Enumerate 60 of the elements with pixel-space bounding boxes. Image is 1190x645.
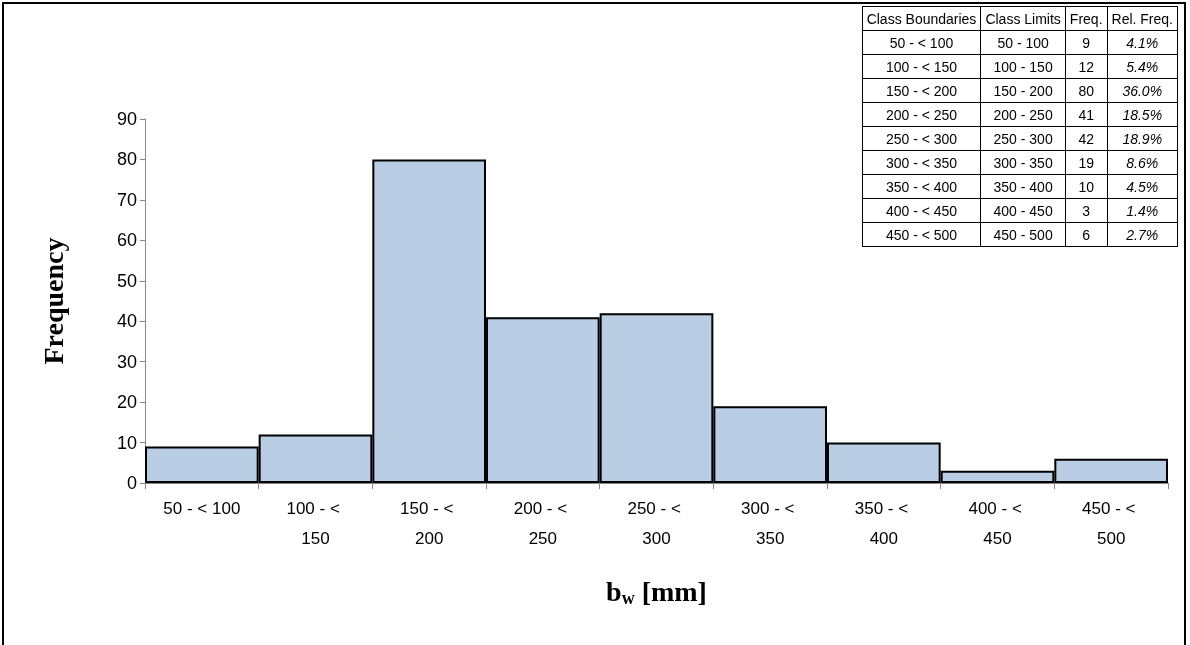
annotation: 350 - 400 [980, 174, 1066, 199]
text: 4.1% [1107, 30, 1178, 55]
x-tick-label: 100 - < 150 [286, 498, 345, 548]
text: 9 [1065, 30, 1108, 55]
y-tick-label: 40 [116, 311, 137, 332]
text: Freq. [1065, 6, 1108, 31]
y-tick-label: 30 [116, 351, 137, 372]
annotation: 6 [1065, 222, 1108, 247]
text: Class Boundaries [862, 6, 981, 31]
text: 12 [1065, 54, 1108, 79]
x-tick-label: 400 - < 450 [968, 498, 1027, 548]
category-label: 300 - < 350 [885, 154, 958, 171]
text: 36.0% [1107, 78, 1178, 103]
y-tick-label: 70 [116, 189, 137, 210]
category-label: 100 - < 150 [885, 58, 958, 75]
annotation: 18.5% [1107, 102, 1178, 127]
category-label: 200 - < 250 [885, 106, 958, 123]
annotation: 400 - 450 [980, 198, 1066, 223]
category-label: 150 - < 200 [885, 82, 958, 99]
annotation: 2.7% [1107, 222, 1178, 247]
text: 100 - 150 [980, 54, 1066, 79]
annotation: 42 [1065, 126, 1108, 151]
text: Rel. Freq. [1107, 6, 1178, 31]
x-tick-label: 50 - < 100 [163, 498, 241, 518]
y-tick-label: 90 [116, 109, 137, 129]
category-label: 450 - < 500 [885, 226, 958, 243]
text: 50 - 100 [980, 30, 1066, 55]
category-label: 50 - < 100 [889, 34, 954, 51]
annotation: 18.9% [1107, 126, 1178, 151]
y-tick-label: 80 [116, 149, 137, 170]
annotation: 200 - 250 [980, 102, 1066, 127]
y-tick-label: 20 [116, 392, 137, 413]
annotation: 4.5% [1107, 174, 1178, 199]
text: Class Limits [980, 6, 1066, 31]
annotation: 19 [1065, 150, 1108, 175]
x-tick-label: 150 - < 200 [400, 498, 459, 548]
y-axis-title: Frequency [37, 237, 69, 365]
category-label: 250 - < 300 [885, 130, 958, 147]
x-tick-label: 300 - < 350 [741, 498, 800, 548]
x-tick-label: 200 - < 250 [513, 498, 572, 548]
category-label: 400 - < 450 [885, 202, 958, 219]
x-tick-label: 350 - < 400 [854, 498, 913, 548]
x-tick-label: 250 - < 300 [627, 498, 686, 548]
annotation: 10 [1065, 174, 1108, 199]
text: 5.4% [1107, 54, 1178, 79]
annotation: 3 [1065, 198, 1108, 223]
annotation: 8.6% [1107, 150, 1178, 175]
text: 150 - 200 [980, 78, 1066, 103]
annotation: 450 - 500 [980, 222, 1066, 247]
x-tick-label: 450 - < 500 [1082, 498, 1141, 548]
category-label: 350 - < 400 [885, 178, 958, 195]
annotation: 300 - 350 [980, 150, 1066, 175]
y-tick-label: 60 [116, 230, 137, 251]
y-tick-label: 0 [126, 473, 137, 493]
annotation: 41 [1065, 102, 1108, 127]
annotation: 1.4% [1107, 198, 1178, 223]
text: 80 [1065, 78, 1108, 103]
y-tick-label: 50 [116, 270, 137, 291]
annotation: 250 - 300 [980, 126, 1066, 151]
y-tick-label: 10 [116, 432, 137, 453]
